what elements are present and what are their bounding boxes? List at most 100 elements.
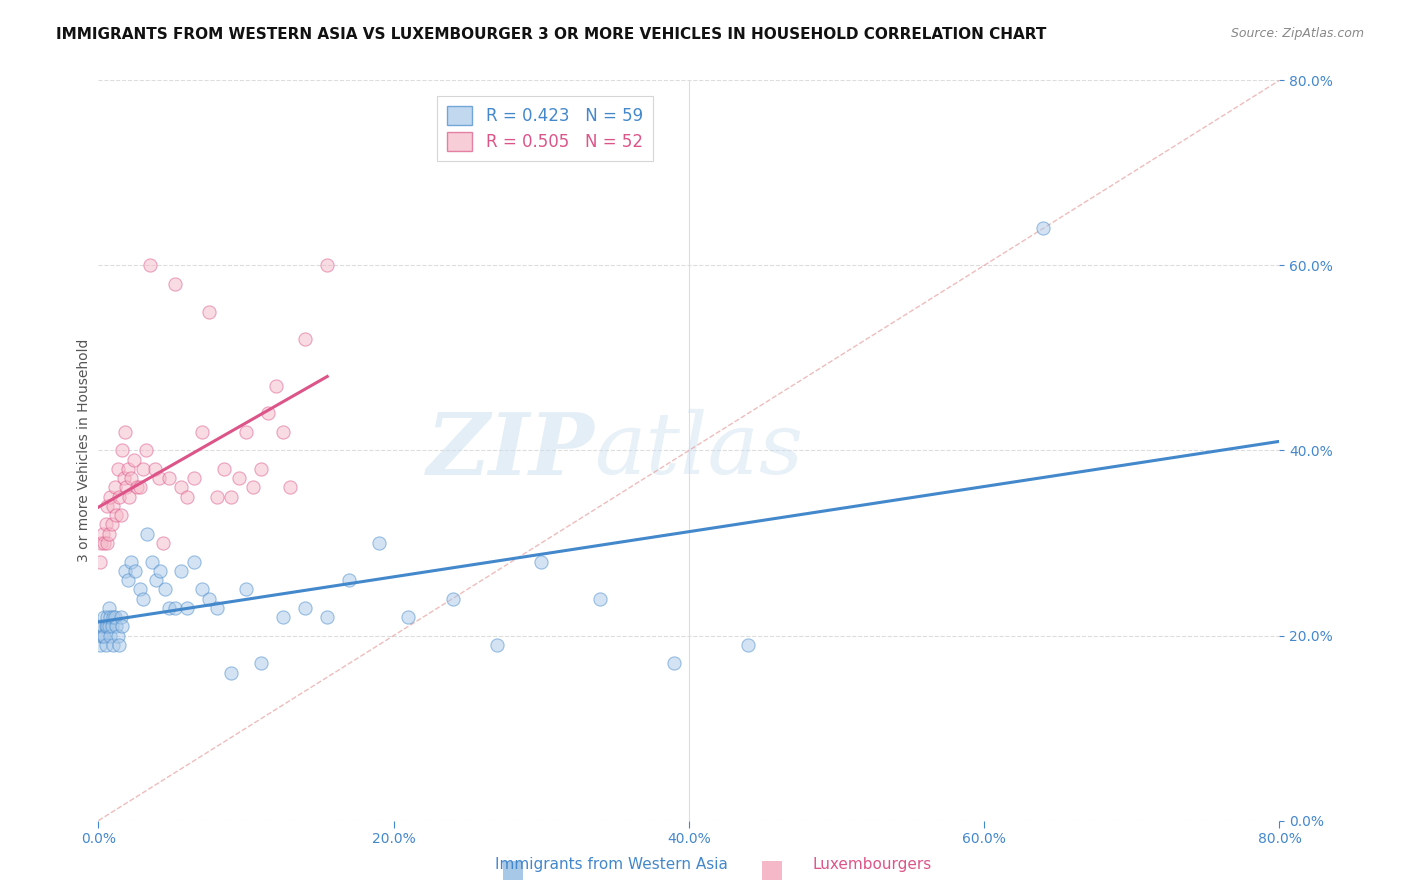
Point (104, 610, 127, 624)
Point (111, 443, 134, 458)
Point (205, 600, 228, 615)
Point (103, 499, 125, 513)
Point (183, 471, 205, 485)
Point (104, 481, 127, 495)
Point (441, 591, 464, 606)
Point (94, 619, 117, 633)
Legend: R = 0.423   N = 59, R = 0.505   N = 52: R = 0.423 N = 59, R = 0.505 N = 52 (437, 96, 652, 161)
Point (114, 564, 136, 578)
Point (165, 277, 187, 291)
Point (112, 471, 135, 485)
Point (212, 462, 235, 476)
Point (110, 508, 132, 523)
Point (145, 573, 167, 587)
Point (93, 610, 115, 624)
Point (157, 471, 180, 485)
Point (486, 638, 509, 652)
Point (97, 600, 120, 615)
Point (91, 619, 114, 633)
Point (90, 536, 112, 550)
Point (114, 425, 136, 439)
Point (93, 628, 115, 642)
Point (103, 638, 125, 652)
Point (280, 481, 302, 495)
Point (93, 536, 115, 550)
Point (235, 425, 257, 439)
Point (91, 628, 114, 642)
Text: Immigrants from Western Asia: Immigrants from Western Asia (495, 857, 728, 872)
Point (117, 573, 139, 587)
Text: ZIP: ZIP (426, 409, 595, 492)
Point (264, 378, 287, 392)
Point (143, 462, 166, 476)
Point (96, 536, 118, 550)
Point (141, 554, 163, 569)
Point (108, 638, 131, 652)
Point (339, 573, 361, 587)
Point (105, 619, 128, 633)
Point (98, 610, 121, 624)
Point (152, 536, 174, 550)
Point (153, 582, 176, 597)
Point (90, 628, 112, 642)
Point (191, 582, 214, 597)
Point (250, 657, 273, 671)
Point (157, 600, 180, 615)
Point (132, 591, 155, 606)
Text: Luxembourgers: Luxembourgers (813, 857, 931, 872)
Point (91, 526, 114, 541)
Point (103, 610, 125, 624)
Point (183, 554, 205, 569)
Point (96, 499, 118, 513)
Point (191, 425, 214, 439)
Point (530, 554, 553, 569)
Point (176, 490, 198, 504)
Point (257, 407, 280, 421)
Point (250, 462, 273, 476)
Point (90, 619, 112, 633)
Point (664, 657, 686, 671)
Point (198, 304, 221, 318)
Point (235, 582, 257, 597)
Point (107, 462, 129, 476)
Point (589, 591, 612, 606)
Point (124, 564, 146, 578)
Point (122, 452, 145, 467)
Point (128, 481, 150, 495)
Point (148, 471, 170, 485)
Point (1032, 221, 1054, 235)
Point (94, 517, 117, 532)
Point (368, 536, 391, 550)
Point (176, 600, 198, 615)
Point (96, 610, 118, 624)
Point (221, 665, 243, 680)
Point (737, 638, 759, 652)
Point (89, 554, 111, 569)
Point (108, 490, 131, 504)
Point (125, 481, 148, 495)
Point (316, 259, 339, 273)
Point (136, 526, 159, 541)
Point (98, 490, 121, 504)
Point (105, 508, 128, 523)
Point (221, 490, 243, 504)
Point (107, 628, 129, 642)
Point (118, 490, 141, 504)
Point (100, 619, 122, 633)
Y-axis label: 3 or more Vehicles in Household: 3 or more Vehicles in Household (77, 339, 91, 562)
Point (98, 628, 121, 642)
Point (97, 526, 120, 541)
Point (170, 481, 193, 495)
Text: Source: ZipAtlas.com: Source: ZipAtlas.com (1230, 27, 1364, 40)
Point (198, 591, 221, 606)
Point (165, 600, 187, 615)
Point (110, 610, 132, 624)
Point (294, 332, 316, 346)
Point (271, 425, 294, 439)
Point (316, 610, 339, 624)
Point (100, 517, 122, 532)
Point (117, 462, 139, 476)
Point (149, 564, 172, 578)
Point (120, 554, 142, 569)
Point (271, 610, 294, 624)
